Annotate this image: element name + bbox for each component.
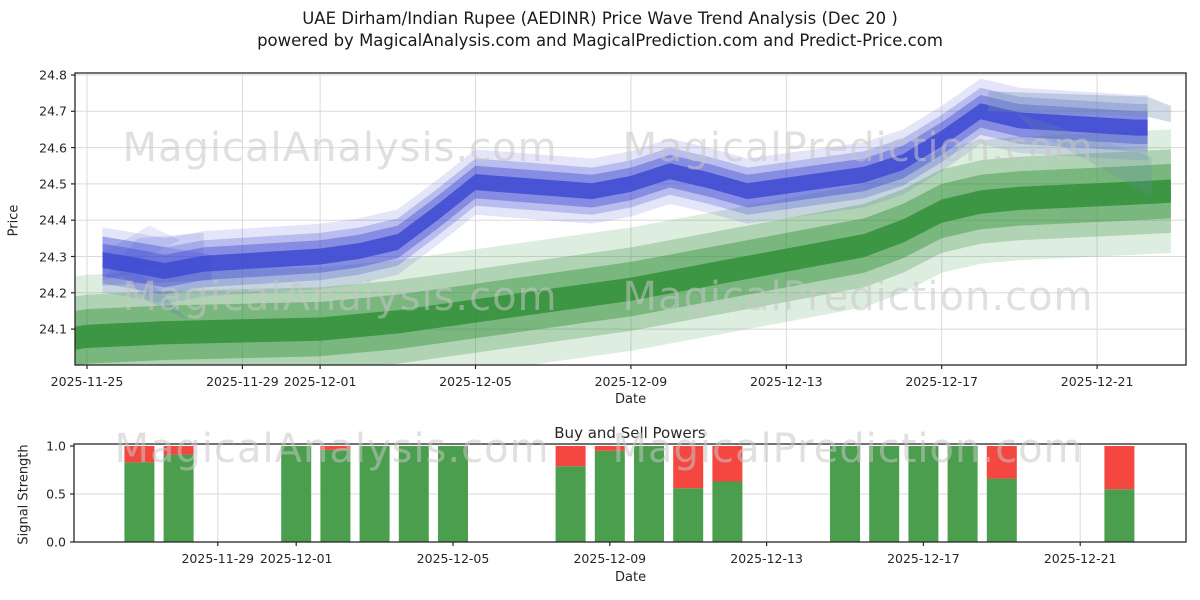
price-x-tick: 2025-12-05 — [439, 374, 512, 389]
power-x-tick: 2025-12-01 — [259, 551, 333, 566]
power-chart-title: Buy and Sell Powers — [554, 424, 706, 442]
price-x-tick: 2025-12-21 — [1060, 374, 1134, 389]
price-x-axis-label: Date — [615, 392, 647, 407]
power-x-tick: 2025-12-05 — [416, 551, 490, 566]
power-x-tick: 2025-12-17 — [887, 551, 960, 566]
power-x-tick: 2025-12-21 — [1043, 551, 1117, 566]
watermark: MagicalPrediction.com — [612, 426, 1084, 472]
watermark: MagicalPrediction.com — [622, 125, 1094, 171]
power-y-tick: 1.0 — [46, 438, 66, 454]
power-x-tick: 2025-12-09 — [573, 551, 647, 566]
power-x-tick: 2025-11-29 — [181, 551, 255, 566]
watermark: MagicalPrediction.com — [622, 274, 1094, 320]
price-y-axis-label: Price — [6, 204, 22, 237]
figure-title-line1: UAE Dirham/Indian Rupee (AEDINR) Price W… — [302, 9, 898, 28]
power-y-tick: 0.0 — [46, 534, 66, 550]
watermark: MagicalAnalysis.com — [114, 426, 550, 472]
price-x-tick: 2025-12-13 — [749, 374, 823, 389]
price-y-tick: 24.4 — [39, 212, 67, 228]
price-x-tick: 2025-12-01 — [283, 374, 357, 389]
price-x-tick: 2025-12-09 — [594, 374, 668, 389]
price-y-tick: 24.6 — [39, 140, 67, 156]
watermark: MagicalAnalysis.com — [122, 125, 558, 171]
watermark: MagicalAnalysis.com — [122, 274, 558, 320]
power-x-axis-label: Date — [615, 570, 647, 585]
price-y-tick: 24.5 — [39, 176, 67, 192]
figure-title: UAE Dirham/Indian Rupee (AEDINR) Price W… — [0, 8, 1200, 52]
price-y-tick: 24.1 — [39, 321, 67, 337]
price-y-tick: 24.3 — [39, 249, 67, 264]
price-y-tick: 24.7 — [39, 103, 67, 119]
price-x-tick: 2025-11-25 — [50, 374, 124, 389]
figure-title-line2: powered by MagicalAnalysis.com and Magic… — [257, 31, 943, 50]
price-x-tick: 2025-11-29 — [206, 374, 279, 389]
power-x-tick: 2025-12-13 — [730, 551, 803, 566]
power-y-tick: 0.5 — [46, 486, 66, 502]
price-y-tick: 24.8 — [39, 67, 67, 83]
price-x-tick: 2025-12-17 — [905, 374, 979, 389]
price-y-tick: 24.2 — [39, 285, 67, 301]
